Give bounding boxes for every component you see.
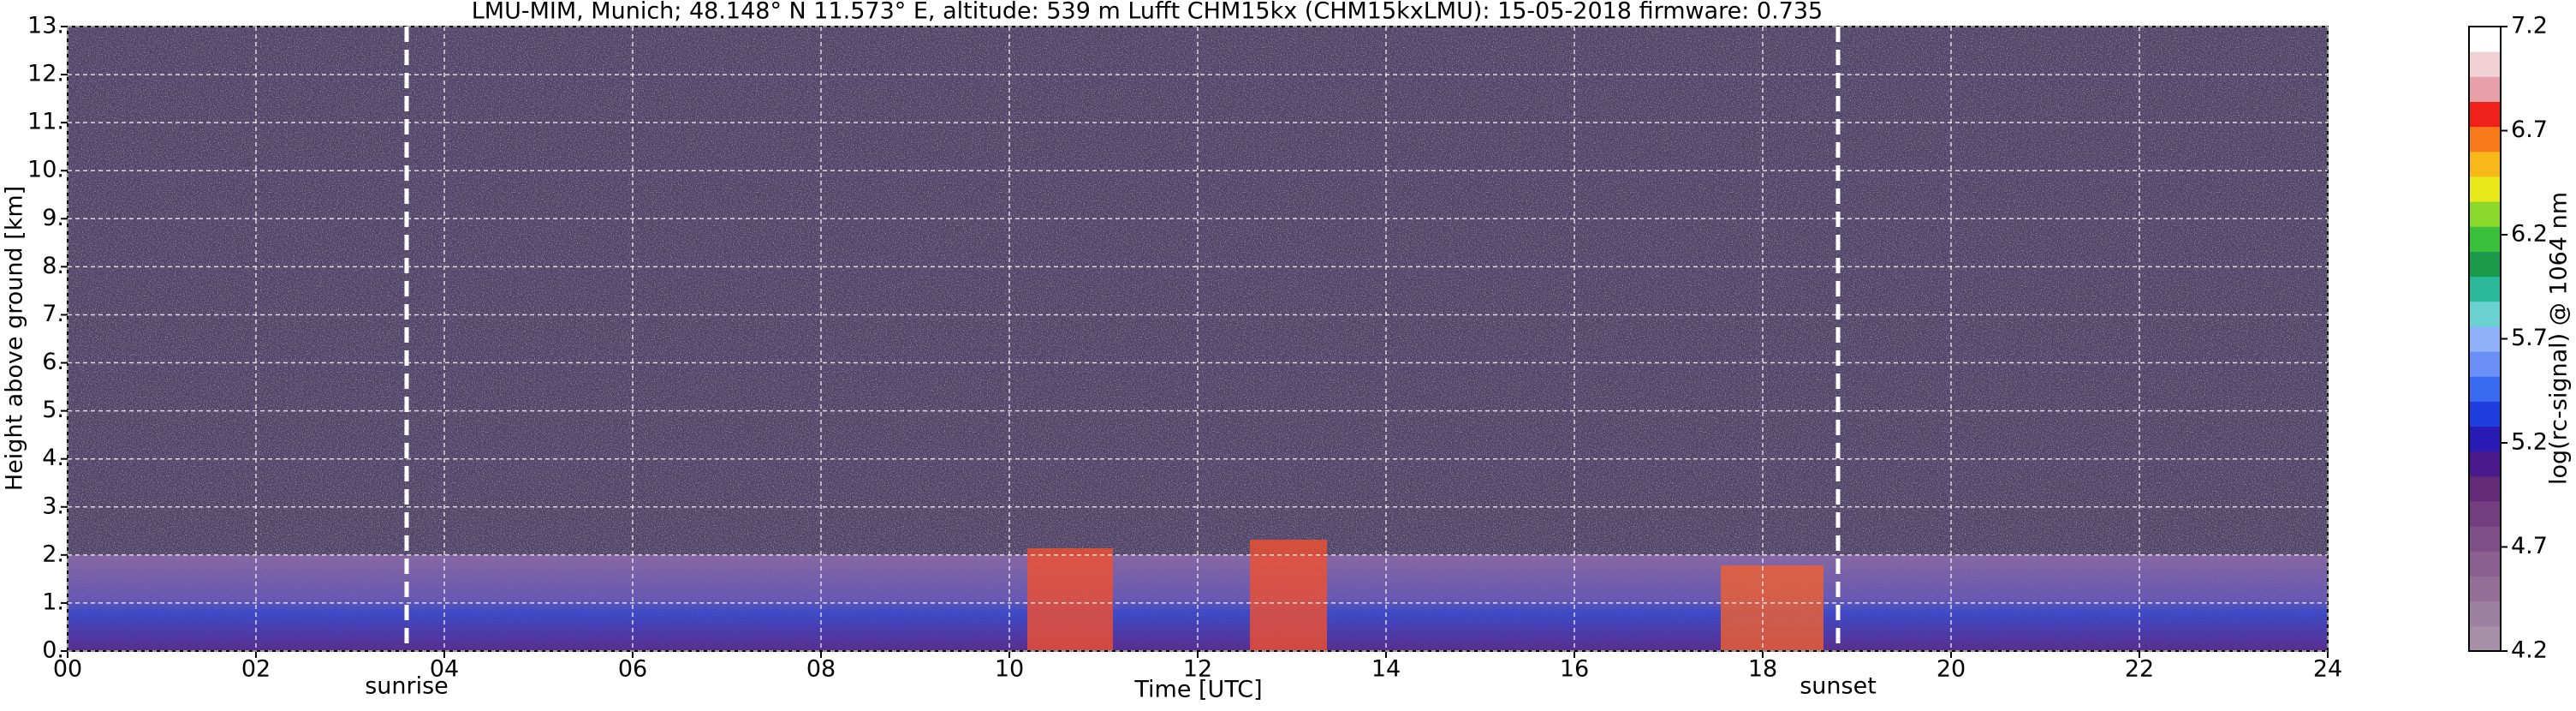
chart-title: LMU-MIM, Munich; 48.148° N 11.573° E, al… (472, 0, 1823, 25)
colorbar-swatch (2469, 501, 2501, 527)
colorbar-swatch (2469, 301, 2501, 327)
y-tick-label: 2. (42, 541, 64, 567)
colorbar-swatch (2469, 101, 2501, 128)
y-axis-title: Height above ground [km] (2, 186, 28, 491)
colorbar-swatch (2469, 451, 2501, 477)
colorbar-swatch (2469, 426, 2501, 452)
y-tick-label: 9. (42, 205, 64, 231)
colorbar-tick-label: 6.7 (2511, 117, 2548, 143)
colorbar-swatch (2469, 625, 2501, 652)
colorbar-swatch (2469, 475, 2501, 502)
x-tick-label: 10 (995, 656, 1024, 683)
y-tick-label: 7. (42, 301, 64, 327)
x-tick-label: 00 (53, 656, 82, 683)
colorbar-swatch (2469, 251, 2501, 278)
y-tick-label: 11. (27, 109, 64, 135)
x-tick-label: 08 (806, 656, 836, 683)
colorbar-swatch (2469, 176, 2501, 202)
colorbar-swatch (2469, 76, 2501, 102)
colorbar-swatch (2469, 576, 2501, 602)
colorbar-swatch (2469, 276, 2501, 302)
x-tick-label: 12 (1183, 656, 1212, 683)
colorbar-swatch (2469, 351, 2501, 377)
colorbar-swatch (2469, 526, 2501, 552)
y-tick-label: 8. (42, 253, 64, 279)
y-tick-label: 3. (42, 493, 64, 519)
colorbar-tick-label: 5.2 (2511, 429, 2548, 456)
colorbar-swatch (2469, 600, 2501, 627)
y-tick-label: 1. (42, 589, 64, 615)
colorbar-tick-label: 7.2 (2511, 13, 2548, 39)
colorbar-swatch (2469, 151, 2501, 177)
colorbar-tick-label: 6.2 (2511, 221, 2548, 248)
colorbar-tick-label: 5.7 (2511, 325, 2548, 351)
colorbar-title: log(rc-signal) @ 1064 nm (2546, 192, 2573, 485)
y-tick-label: 5. (42, 397, 64, 423)
x-tick-label: 18 (1748, 656, 1777, 683)
annotation-label: sunrise (365, 673, 449, 700)
x-axis-title: Time [UTC] (1133, 677, 1262, 703)
colorbar-swatch (2469, 51, 2501, 77)
colorbar-swatch (2469, 126, 2501, 152)
colorbar-swatch (2469, 326, 2501, 352)
colorbar-swatch (2469, 376, 2501, 402)
x-tick-label: 06 (618, 656, 647, 683)
colorbar-tick-label: 4.2 (2511, 637, 2548, 664)
annotation-label: sunset (1800, 673, 1877, 700)
x-tick-label: 04 (430, 656, 459, 683)
colorbar-swatch (2469, 201, 2501, 227)
x-tick-label: 14 (1371, 656, 1401, 683)
y-tick-label: 12. (27, 61, 64, 87)
colorbar (2469, 27, 2501, 652)
colorbar-swatch (2469, 27, 2501, 52)
y-tick-label: 4. (42, 445, 64, 471)
colorbar-swatch (2469, 226, 2501, 252)
y-tick-label: 10. (27, 157, 64, 183)
y-tick-label: 13. (27, 13, 64, 39)
x-tick-label: 20 (1936, 656, 1966, 683)
x-tick-label: 24 (2313, 656, 2342, 683)
colorbar-swatch (2469, 551, 2501, 577)
y-tick-label: 0. (42, 637, 64, 664)
y-tick-label: 6. (42, 349, 64, 375)
colorbar-swatch (2469, 401, 2501, 427)
x-tick-label: 16 (1560, 656, 1589, 683)
colorbar-tick-label: 4.7 (2511, 533, 2548, 559)
x-tick-label: 02 (241, 656, 271, 683)
x-tick-label: 22 (2125, 656, 2154, 683)
